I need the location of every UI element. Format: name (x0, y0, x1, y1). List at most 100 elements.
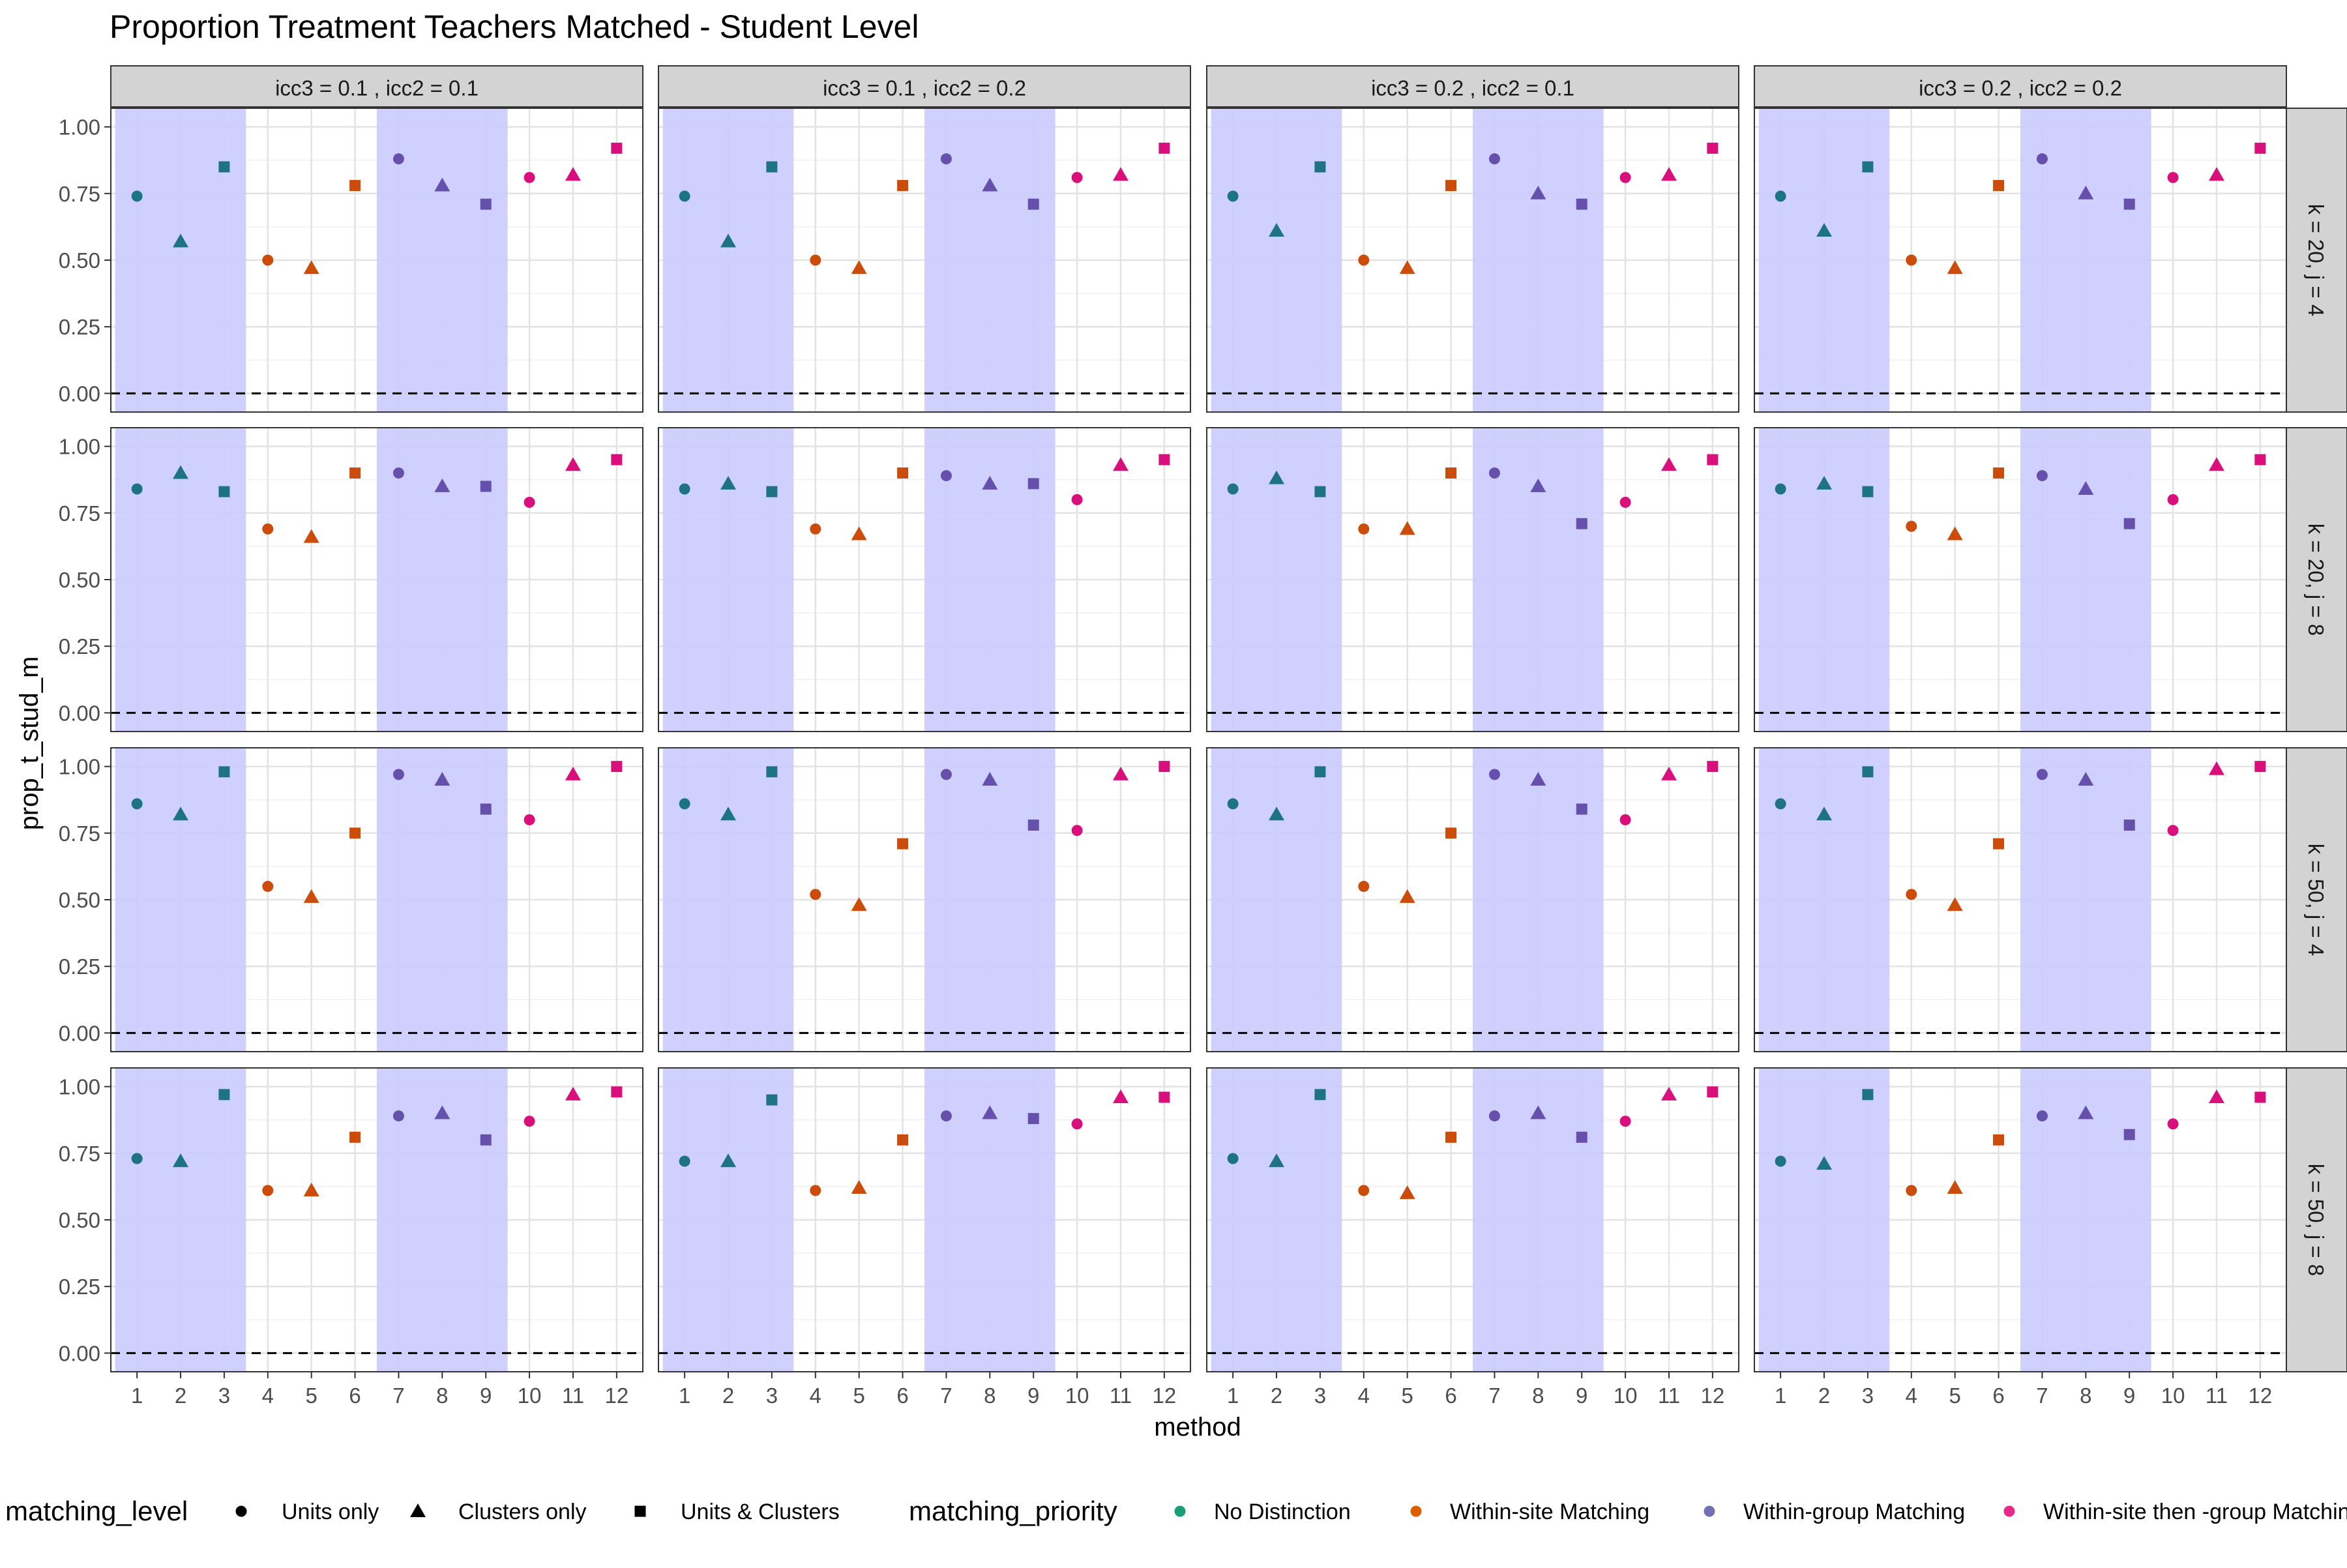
legend-shape-label: Clusters only (458, 1500, 587, 1524)
x-tick-label: 2 (722, 1383, 734, 1408)
row-strip-label: k = 50, j = 8 (2304, 1164, 2328, 1276)
data-point (2254, 761, 2266, 773)
data-point (1993, 838, 2005, 850)
data-point (524, 814, 535, 825)
data-point (2254, 1091, 2266, 1103)
facet-panel (658, 427, 1191, 732)
data-point (766, 766, 778, 778)
data-point (1112, 167, 1129, 181)
x-tick-label: 8 (1532, 1383, 1544, 1408)
panel-border (110, 1067, 643, 1372)
data-point (1488, 467, 1500, 479)
y-tick-label: 0.50 (59, 568, 100, 592)
shaded-region (662, 108, 794, 412)
data-point (2167, 1118, 2179, 1130)
data-point (1906, 254, 1917, 266)
legend-shape-title: matching_level (5, 1496, 188, 1526)
y-tick-label: 0.50 (59, 888, 100, 912)
data-point (1862, 161, 1874, 173)
data-point (1445, 180, 1457, 192)
data-point (173, 1153, 189, 1168)
x-tick-label: 9 (480, 1383, 492, 1408)
x-tick-label: 8 (984, 1383, 996, 1408)
data-point (131, 798, 143, 810)
shaded-region (1211, 108, 1342, 412)
data-point (611, 142, 623, 154)
data-point (262, 1185, 274, 1196)
data-point (679, 798, 690, 810)
data-point (131, 190, 143, 202)
data-point (851, 526, 867, 540)
y-tick-label: 0.25 (59, 1275, 100, 1299)
data-point (1906, 1185, 1917, 1196)
col-strip-bg (110, 65, 643, 108)
data-point (2036, 153, 2048, 165)
data-point (1269, 470, 1285, 484)
x-tick-label: 3 (1862, 1383, 1874, 1408)
y-tick-label: 0.75 (59, 1142, 100, 1166)
data-point (349, 827, 361, 839)
legend-color-title: matching_priority (909, 1496, 1117, 1526)
data-point (480, 1134, 492, 1146)
data-point (1027, 198, 1039, 210)
data-point (218, 486, 230, 497)
data-point (1530, 1105, 1546, 1119)
data-point (218, 1089, 230, 1101)
data-point (2167, 494, 2179, 505)
panel-border (110, 427, 643, 732)
data-point (720, 475, 737, 490)
data-point (349, 180, 361, 192)
x-tick-label: 11 (1658, 1383, 1680, 1408)
data-point (1445, 467, 1457, 479)
shaded-region (115, 748, 246, 1052)
data-point (1530, 478, 1546, 492)
y-tick-label: 1.00 (59, 115, 100, 140)
data-point (810, 1185, 821, 1196)
x-tick-label: 3 (766, 1383, 778, 1408)
x-tick-label: 7 (2036, 1383, 2048, 1408)
data-point (2078, 772, 2094, 786)
panel-border (1754, 108, 2287, 413)
x-tick-label: 12 (1701, 1383, 1725, 1408)
y-tick-label: 0.00 (59, 1021, 100, 1045)
legend-shape-key (410, 1503, 426, 1517)
x-tick-label: 8 (2080, 1383, 2091, 1408)
x-tick-label: 11 (562, 1383, 584, 1408)
data-point (679, 190, 690, 202)
data-point (303, 1183, 319, 1197)
facet-panel (110, 427, 643, 732)
data-point (897, 467, 909, 479)
data-point (565, 766, 581, 780)
facet-panel (110, 1067, 643, 1372)
panel-border (658, 427, 1191, 732)
col-strip-bg (658, 65, 1191, 108)
row-strip-bg (2285, 427, 2347, 732)
data-point (1314, 1089, 1326, 1101)
data-point (565, 1086, 581, 1101)
data-point (480, 803, 492, 815)
data-point (1661, 167, 1677, 181)
x-tick-label: 5 (1401, 1383, 1413, 1408)
x-tick-label: 7 (940, 1383, 952, 1408)
x-tick-label: 8 (436, 1383, 448, 1408)
data-point (131, 483, 143, 495)
panel-border (1206, 108, 1739, 413)
data-point (1707, 454, 1719, 466)
legend-color-key (1704, 1505, 1715, 1517)
data-point (1707, 142, 1719, 154)
x-tick-label: 10 (518, 1383, 542, 1408)
data-point (1576, 803, 1587, 815)
data-point (1862, 1089, 1874, 1101)
data-point (1488, 1110, 1500, 1122)
col-strip-label: icc3 = 0.1 , icc2 = 0.1 (275, 76, 479, 100)
data-point (720, 233, 737, 248)
data-point (2078, 481, 2094, 496)
row-strip-label: k = 20, j = 4 (2304, 204, 2328, 316)
data-point (1358, 254, 1370, 266)
legend-color-key (1174, 1505, 1186, 1517)
data-point (1619, 1116, 1631, 1127)
legend-shape-label: Units & Clusters (681, 1500, 840, 1524)
y-tick-label: 1.00 (59, 755, 100, 779)
shaded-region (115, 1068, 246, 1372)
